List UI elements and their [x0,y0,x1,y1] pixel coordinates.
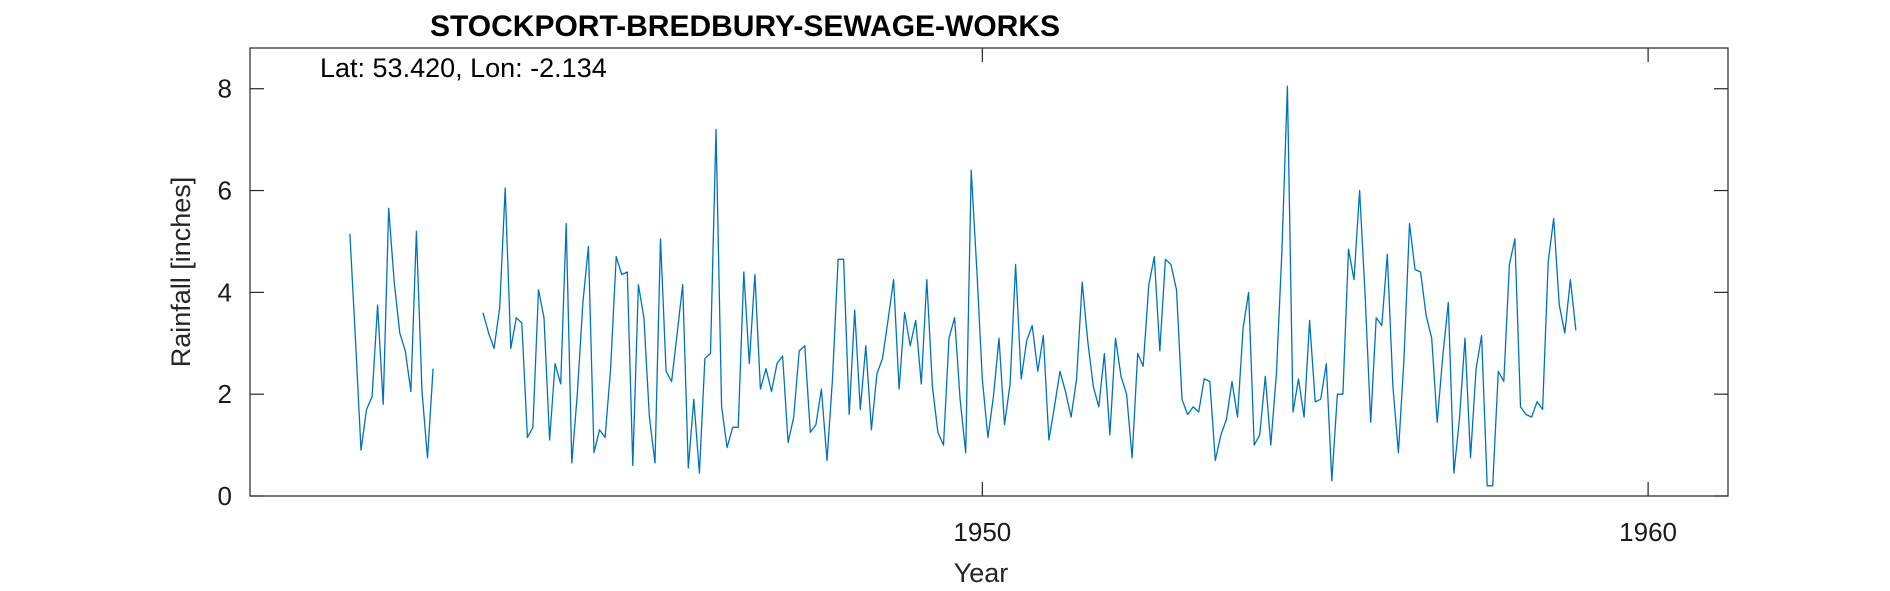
axis-tick-labels: 0 2 4 6 8 1950 1960 [218,74,1677,547]
y-tick-label: 0 [218,481,232,511]
y-axis-label: Rainfall [inches] [166,177,196,368]
y-tick-label: 2 [218,379,232,409]
chart-title: STOCKPORT-BREDBURY-SEWAGE-WORKS [430,10,1060,43]
axis-ticks [250,48,1728,497]
annotation-lat-lon: Lat: 53.420, Lon: -2.134 [320,53,607,83]
x-axis-label: Year [954,558,1009,588]
plot-area-frame [249,47,1729,497]
y-tick-label: 4 [218,277,232,307]
x-tick-label: 1950 [953,517,1011,547]
y-tick-label: 6 [218,176,232,206]
y-tick-label: 8 [218,74,232,104]
series-line-rainfall [349,85,1577,487]
x-tick-label: 1960 [1619,517,1677,547]
